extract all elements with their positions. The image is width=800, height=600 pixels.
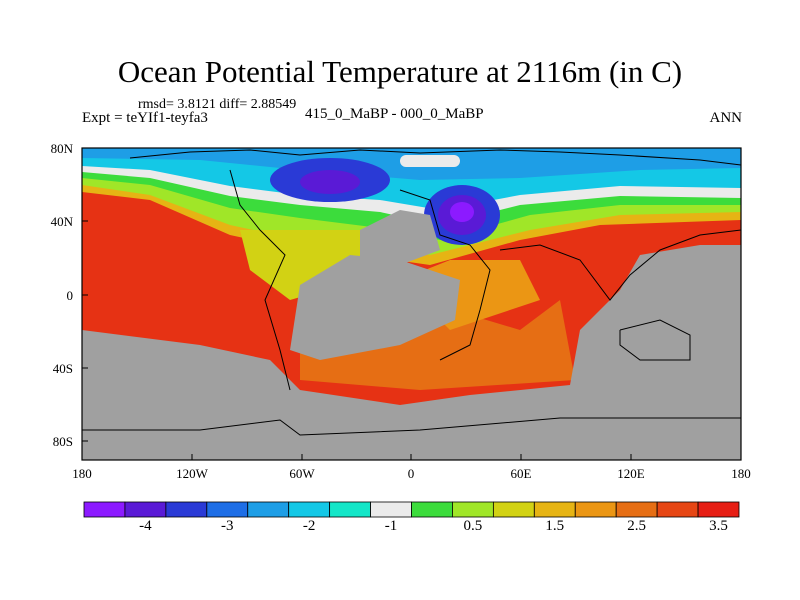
lat-tick-label: 40S [52, 361, 73, 376]
ocean-deep-cell-west [300, 170, 360, 194]
axis-ticks [81, 147, 742, 460]
lon-tick-label: 180 [72, 466, 92, 481]
colorbar [83, 501, 740, 518]
experiment-label: Expt = teYIf1-teyfa3 [82, 110, 208, 126]
coast-outline-central [399, 189, 491, 361]
lon-tick-label: 60E [510, 466, 532, 481]
coast-outline-east [499, 229, 741, 301]
colorbar-swatch [615, 501, 658, 518]
colorbar-swatch [83, 501, 126, 518]
colorbar-swatch [206, 501, 249, 518]
ocean-coldest-cell [450, 202, 474, 222]
colorbar-swatch [492, 501, 535, 518]
colorbar-label: -3 [221, 518, 234, 534]
land-southern [82, 245, 741, 460]
colorbar-label: 3.5 [709, 518, 728, 534]
colorbar-label: 2.5 [627, 518, 647, 534]
colorbar-swatch [329, 501, 371, 518]
land-central [290, 255, 460, 360]
lon-tick-label: 180 [731, 466, 751, 481]
ocean-white-streak [400, 155, 460, 167]
colorbar-swatch [697, 501, 740, 518]
colorbar-swatch [656, 501, 699, 518]
coast-outline-south [82, 417, 741, 436]
colorbar-swatch [247, 501, 290, 518]
colorbar-label: -1 [384, 518, 398, 534]
colorbar-swatch [411, 501, 453, 518]
stats-text: rmsd= 3.8121 diff= 2.88549 [138, 97, 297, 112]
colorbar-swatch [574, 501, 617, 518]
colorbar-swatch [533, 501, 576, 518]
lon-tick-label: 120E [617, 466, 645, 481]
lat-tick-label: 40N [50, 214, 73, 229]
colorbar-swatch [452, 501, 494, 518]
coast-outline-west [229, 169, 291, 391]
colorbar-swatch [288, 501, 331, 518]
lon-tick-label: 120W [176, 466, 208, 481]
lat-tick-label: 80S [52, 434, 73, 449]
land-north-central [360, 210, 440, 265]
subtitle-label: 415_0_MaBP - 000_0_MaBP [305, 106, 484, 122]
coast-outline-north [129, 149, 741, 166]
colorbar-label: -4 [139, 518, 152, 534]
colorbar-label: 0.5 [463, 518, 483, 534]
page-title: Ocean Potential Temperature at 2116m (in… [117, 54, 683, 89]
lat-tick-label: 0 [66, 288, 74, 303]
colorbar-label: -2 [302, 518, 316, 534]
season-label: ANN [709, 110, 743, 126]
coast-outline-island [619, 319, 691, 361]
colorbar-swatch [124, 501, 167, 518]
colorbar-swatch [370, 501, 412, 518]
colorbar-swatch [165, 501, 208, 518]
colorbar-label: 1.5 [545, 518, 565, 534]
lon-tick-label: 60W [289, 466, 315, 481]
lon-tick-label: 0 [407, 466, 415, 481]
lat-tick-label: 80N [50, 141, 73, 156]
